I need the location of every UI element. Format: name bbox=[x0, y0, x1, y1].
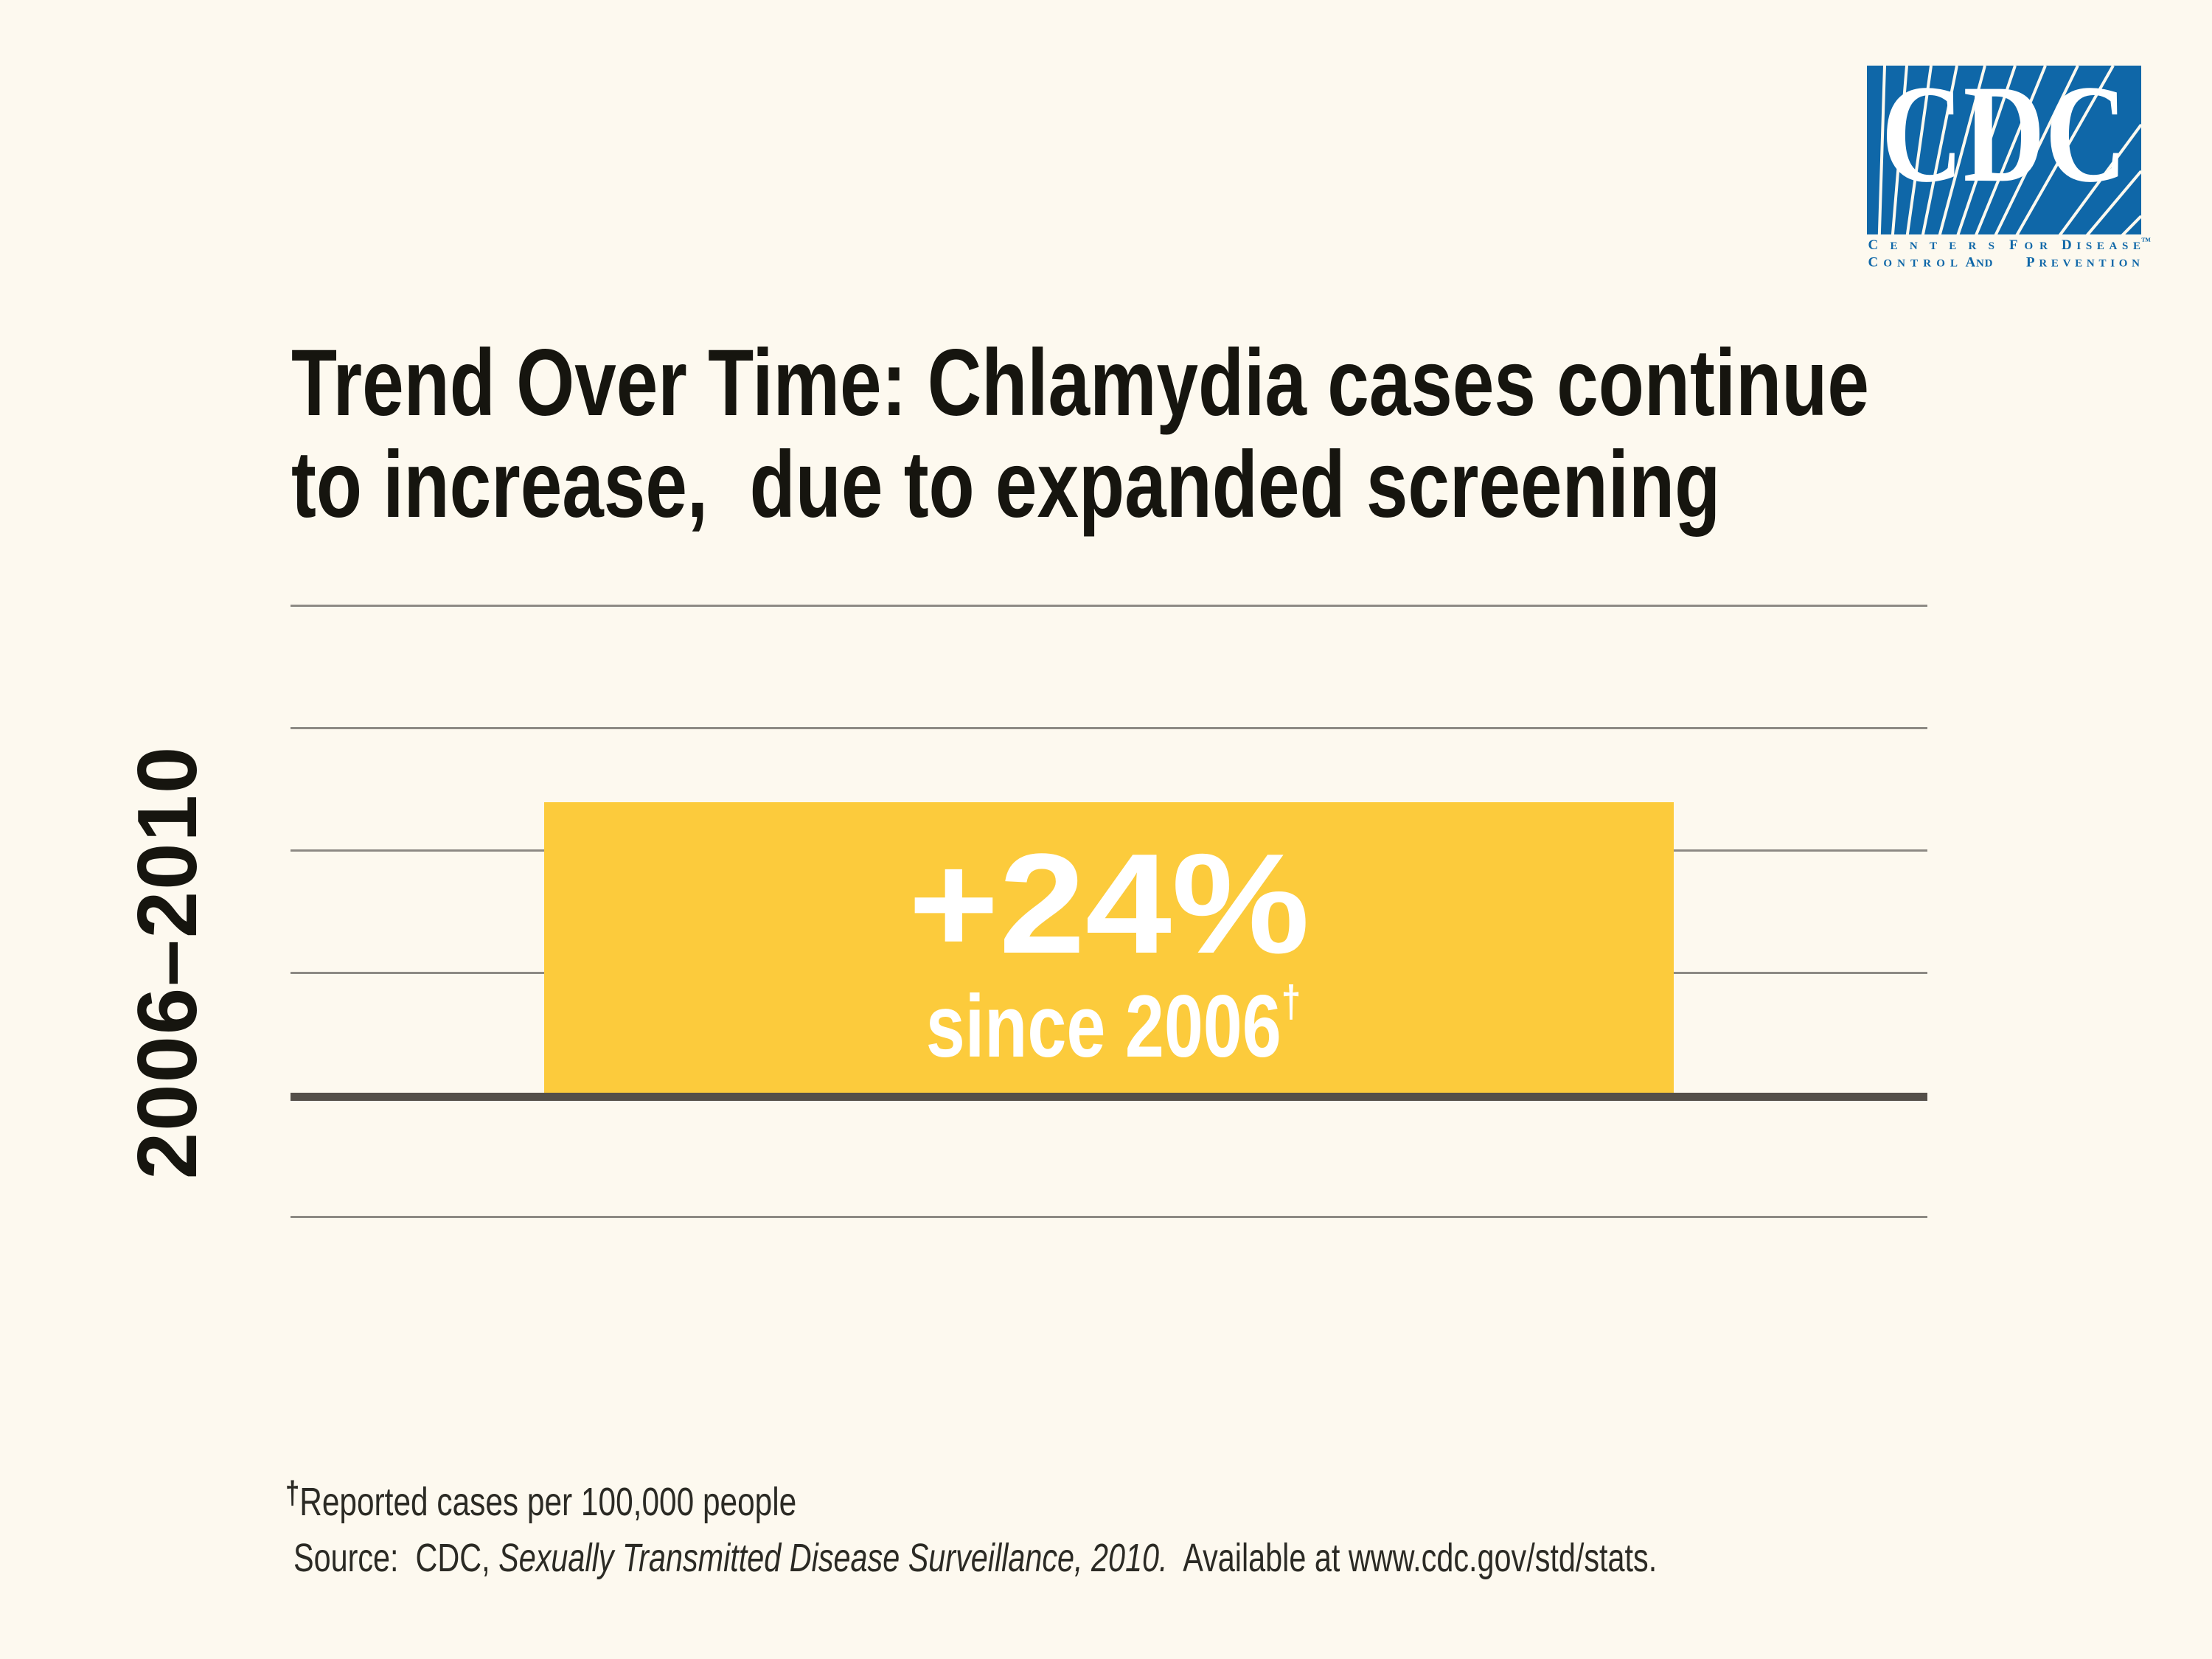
svg-text:CDC: CDC bbox=[1882, 57, 2127, 212]
svg-text:™: ™ bbox=[2141, 235, 2151, 246]
svg-text:FOR: F OR bbox=[2009, 237, 2048, 253]
svg-text:AND: AND bbox=[1966, 255, 1993, 271]
